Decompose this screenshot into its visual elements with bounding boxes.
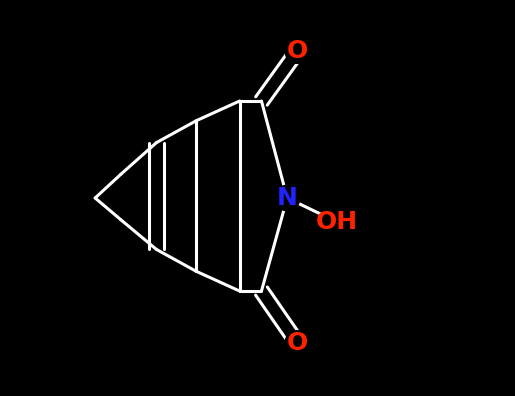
Circle shape [321,206,353,238]
Circle shape [285,40,309,63]
Circle shape [285,331,309,354]
Text: O: O [286,331,308,354]
Circle shape [274,185,300,211]
Text: O: O [286,40,308,63]
Text: N: N [277,186,298,210]
Text: OH: OH [316,210,358,234]
